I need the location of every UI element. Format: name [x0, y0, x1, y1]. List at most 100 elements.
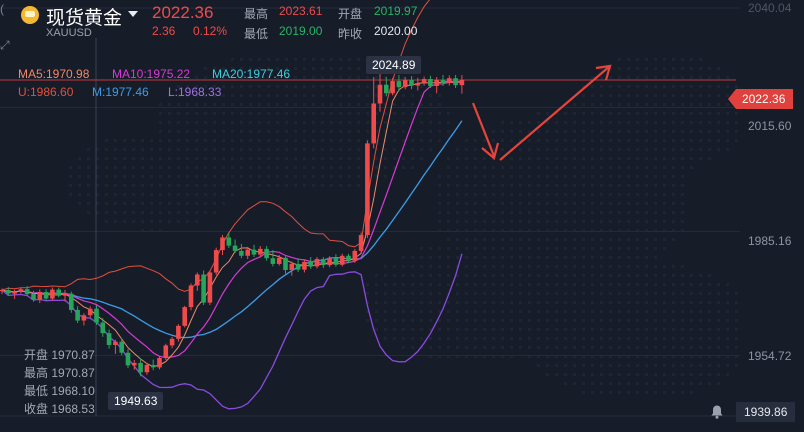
ma20-line	[1, 120, 463, 339]
candle-body	[358, 235, 364, 251]
map-dot	[474, 319, 477, 322]
map-dot	[645, 103, 648, 106]
candle-body	[239, 250, 244, 256]
map-dot	[699, 112, 702, 115]
map-dot	[384, 265, 387, 268]
map-dot	[492, 346, 495, 349]
map-dot	[204, 184, 207, 187]
map-dot	[618, 301, 621, 304]
map-dot	[456, 319, 459, 322]
map-dot	[195, 130, 198, 133]
map-dot	[321, 76, 324, 79]
map-dot	[393, 301, 396, 304]
map-dot	[681, 364, 684, 367]
map-dot	[618, 85, 621, 88]
map-dot	[537, 274, 540, 277]
map-dot	[375, 76, 378, 79]
map-dot	[411, 166, 414, 169]
dropdown-caret-icon[interactable]	[128, 11, 138, 17]
map-dot	[447, 346, 450, 349]
map-dot	[636, 391, 639, 394]
map-dot	[546, 337, 549, 340]
open-label: 开盘	[338, 7, 363, 21]
map-dot	[411, 256, 414, 259]
map-dot	[123, 166, 126, 169]
candle-body	[132, 362, 137, 366]
map-dot	[492, 238, 495, 241]
map-dot	[339, 58, 342, 61]
candle-body	[390, 81, 395, 94]
map-dot	[465, 355, 468, 358]
map-dot	[204, 112, 207, 115]
map-dot	[609, 148, 612, 151]
map-dot	[465, 328, 468, 331]
map-dot	[609, 202, 612, 205]
map-dot	[690, 103, 693, 106]
map-dot	[528, 166, 531, 169]
map-dot	[213, 175, 216, 178]
map-dot	[663, 301, 666, 304]
map-dot	[159, 175, 162, 178]
map-dot	[339, 121, 342, 124]
map-dot	[546, 130, 549, 133]
map-dot	[519, 121, 522, 124]
map-dot	[645, 94, 648, 97]
map-dot	[519, 247, 522, 250]
map-dot	[591, 274, 594, 277]
map-dot	[501, 184, 504, 187]
map-dot	[240, 85, 243, 88]
map-dot	[519, 184, 522, 187]
map-dot	[645, 193, 648, 196]
map-dot	[222, 121, 225, 124]
bell-icon[interactable]	[709, 404, 725, 420]
map-dot	[636, 310, 639, 313]
map-dot	[105, 148, 108, 151]
candle-body	[220, 237, 225, 251]
map-dot	[618, 373, 621, 376]
map-dot	[573, 139, 576, 142]
map-dot	[411, 139, 414, 142]
candle-body	[176, 325, 181, 339]
map-dot	[735, 364, 738, 367]
map-dot	[141, 202, 144, 205]
map-dot	[393, 283, 396, 286]
map-dot	[672, 292, 675, 295]
map-dot	[708, 292, 711, 295]
map-dot	[483, 220, 486, 223]
map-dot	[321, 139, 324, 142]
map-dot	[618, 391, 621, 394]
map-dot	[654, 319, 657, 322]
map-dot	[393, 292, 396, 295]
map-dot	[546, 202, 549, 205]
edge-glyph-expand[interactable]: ⤢	[0, 38, 10, 52]
map-dot	[168, 148, 171, 151]
instrument-title[interactable]: 现货黄金	[46, 7, 123, 29]
map-dot	[690, 337, 693, 340]
map-dot	[159, 166, 162, 169]
map-dot	[249, 85, 252, 88]
map-dot	[654, 310, 657, 313]
map-dot	[573, 220, 576, 223]
map-dot	[366, 94, 369, 97]
map-dot	[564, 139, 567, 142]
map-dot	[699, 328, 702, 331]
map-dot	[645, 112, 648, 115]
map-dot	[87, 202, 90, 205]
map-dot	[636, 256, 639, 259]
map-dot	[627, 184, 630, 187]
map-dot	[573, 202, 576, 205]
map-dot	[204, 94, 207, 97]
map-dot	[447, 238, 450, 241]
map-dot	[69, 166, 72, 169]
map-dot	[564, 310, 567, 313]
map-dot	[717, 76, 720, 79]
map-dot	[375, 103, 378, 106]
map-dot	[717, 94, 720, 97]
map-dot	[384, 139, 387, 142]
map-dot	[465, 319, 468, 322]
map-dot	[447, 220, 450, 223]
map-dot	[267, 85, 270, 88]
map-dot	[294, 175, 297, 178]
map-dot	[195, 76, 198, 79]
map-dot	[582, 229, 585, 232]
